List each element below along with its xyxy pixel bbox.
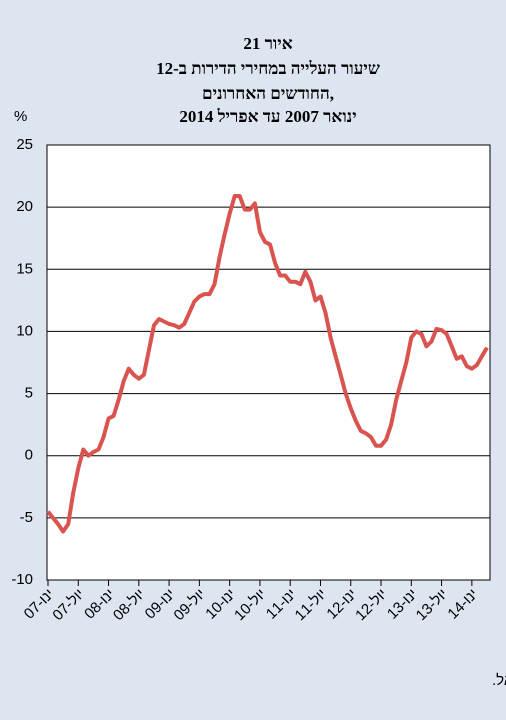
y-tick-label: -5 — [20, 509, 33, 526]
y-tick-label: 0 — [25, 447, 33, 464]
y-tick-label: 10 — [16, 322, 33, 339]
chart-title: החודשים האחרונים, — [202, 84, 334, 103]
source-note: המקור: הלשכה המרכזית לסטטיסטיקה ועיבודי … — [492, 672, 506, 689]
y-tick-label: 5 — [25, 385, 33, 402]
y-tick-label: 15 — [16, 260, 33, 277]
chart-title: ינואר 2007 עד אפריל 2014 — [179, 107, 356, 126]
y-tick-label: 25 — [16, 136, 33, 153]
plot-area — [46, 144, 491, 581]
y-tick-label: 20 — [16, 198, 33, 215]
chart-title: שיעור העלייה במחירי הדירות ב-12 — [156, 59, 380, 78]
y-axis-label: % — [14, 108, 27, 125]
y-tick-label: -10 — [11, 571, 33, 588]
line-series — [46, 194, 489, 534]
chart-title: איור 21 — [243, 34, 292, 53]
